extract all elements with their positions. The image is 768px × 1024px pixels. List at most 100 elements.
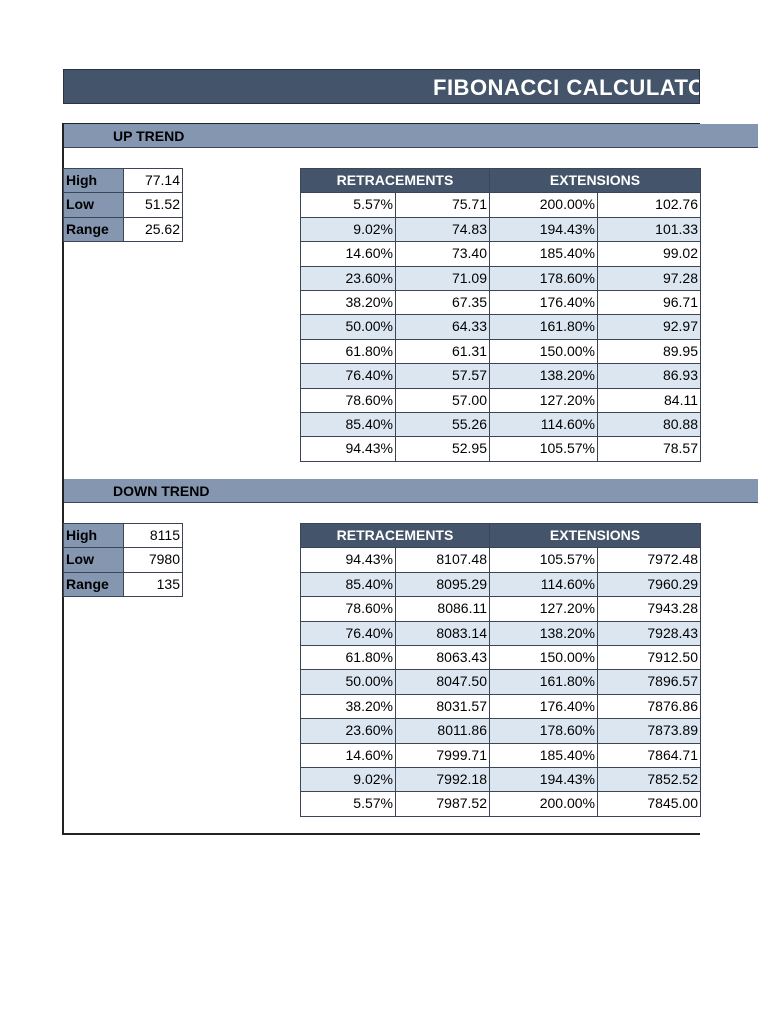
table-cell: 194.43%	[489, 216, 598, 243]
table-cell: 114.60%	[489, 412, 598, 438]
table-cell: 161.80%	[489, 314, 598, 340]
table-cell: 99.02	[597, 241, 701, 267]
table-cell: 7845.00	[597, 791, 701, 817]
table-cell: 176.40%	[489, 693, 598, 720]
table-cell: 178.60%	[489, 265, 598, 291]
table-cell: 85.40%	[300, 571, 396, 598]
section-label: UP TREND	[113, 128, 185, 144]
table-cell: 23.60%	[300, 265, 396, 291]
table-cell: 161.80%	[489, 669, 598, 695]
input-label: High	[63, 523, 124, 549]
table-cell: 67.35	[395, 290, 490, 316]
frame-bottom	[62, 833, 700, 835]
table-cell: 97.28	[597, 265, 701, 291]
section-label: DOWN TREND	[113, 483, 210, 499]
table-cell: 7896.57	[597, 669, 701, 695]
table-cell: 200.00%	[489, 192, 598, 218]
table-cell: 50.00%	[300, 314, 396, 340]
input-value: 51.52	[123, 192, 183, 218]
table-cell: 76.40%	[300, 363, 396, 389]
table-cell: 76.40%	[300, 620, 396, 646]
table-cell: 7864.71	[597, 742, 701, 768]
table-header: RETRACEMENTS	[300, 168, 490, 194]
table-cell: 78.57	[597, 436, 701, 462]
table-cell: 92.97	[597, 314, 701, 340]
table-cell: 7972.48	[597, 547, 701, 573]
table-cell: 80.88	[597, 412, 701, 438]
table-cell: 127.20%	[489, 596, 598, 622]
table-cell: 8047.50	[395, 669, 490, 695]
input-label: High	[63, 168, 124, 194]
table-cell: 185.40%	[489, 742, 598, 768]
table-cell: 86.93	[597, 363, 701, 389]
input-value: 7980	[123, 547, 183, 573]
table-cell: 8063.43	[395, 645, 490, 671]
input-label: Range	[63, 216, 124, 243]
input-value: 8115	[123, 523, 183, 549]
table-cell: 101.33	[597, 216, 701, 243]
table-cell: 7852.52	[597, 767, 701, 793]
input-label: Low	[63, 192, 124, 218]
table-cell: 61.31	[395, 338, 490, 365]
table-cell: 64.33	[395, 314, 490, 340]
table-cell: 73.40	[395, 241, 490, 267]
table-cell: 5.57%	[300, 192, 396, 218]
table-cell: 38.20%	[300, 693, 396, 720]
table-cell: 7987.52	[395, 791, 490, 817]
table-cell: 7928.43	[597, 620, 701, 646]
table-cell: 176.40%	[489, 290, 598, 316]
table-cell: 8083.14	[395, 620, 490, 646]
table-cell: 96.71	[597, 290, 701, 316]
table-cell: 7999.71	[395, 742, 490, 768]
table-cell: 5.57%	[300, 791, 396, 817]
table-cell: 8095.29	[395, 571, 490, 598]
table-cell: 61.80%	[300, 338, 396, 365]
table-cell: 61.80%	[300, 645, 396, 671]
title-bar: FIBONACCI CALCULATOR	[63, 69, 700, 104]
table-cell: 138.20%	[489, 363, 598, 389]
table-cell: 89.95	[597, 338, 701, 365]
table-cell: 105.57%	[489, 436, 598, 462]
table-cell: 94.43%	[300, 436, 396, 462]
table-cell: 14.60%	[300, 241, 396, 267]
table-cell: 194.43%	[489, 767, 598, 793]
table-cell: 9.02%	[300, 216, 396, 243]
table-cell: 9.02%	[300, 767, 396, 793]
table-cell: 71.09	[395, 265, 490, 291]
table-cell: 57.57	[395, 363, 490, 389]
table-cell: 7960.29	[597, 571, 701, 598]
table-header: EXTENSIONS	[489, 523, 701, 549]
table-cell: 200.00%	[489, 791, 598, 817]
table-cell: 7992.18	[395, 767, 490, 793]
table-cell: 8031.57	[395, 693, 490, 720]
table-cell: 57.00	[395, 387, 490, 413]
input-value: 77.14	[123, 168, 183, 194]
table-header: RETRACEMENTS	[300, 523, 490, 549]
table-cell: 150.00%	[489, 338, 598, 365]
table-cell: 105.57%	[489, 547, 598, 573]
input-value: 135	[123, 571, 183, 598]
section-bar	[64, 479, 758, 503]
table-cell: 7943.28	[597, 596, 701, 622]
table-cell: 7876.86	[597, 693, 701, 720]
table-cell: 8011.86	[395, 718, 490, 744]
table-cell: 52.95	[395, 436, 490, 462]
table-cell: 74.83	[395, 216, 490, 243]
table-cell: 185.40%	[489, 241, 598, 267]
table-cell: 127.20%	[489, 387, 598, 413]
input-value: 25.62	[123, 216, 183, 243]
table-cell: 85.40%	[300, 412, 396, 438]
table-cell: 14.60%	[300, 742, 396, 768]
table-cell: 102.76	[597, 192, 701, 218]
table-cell: 23.60%	[300, 718, 396, 744]
table-cell: 138.20%	[489, 620, 598, 646]
table-cell: 114.60%	[489, 571, 598, 598]
table-cell: 75.71	[395, 192, 490, 218]
table-cell: 7873.89	[597, 718, 701, 744]
table-cell: 178.60%	[489, 718, 598, 744]
table-cell: 7912.50	[597, 645, 701, 671]
table-cell: 55.26	[395, 412, 490, 438]
table-cell: 8086.11	[395, 596, 490, 622]
title: FIBONACCI CALCULATOR	[433, 75, 700, 100]
